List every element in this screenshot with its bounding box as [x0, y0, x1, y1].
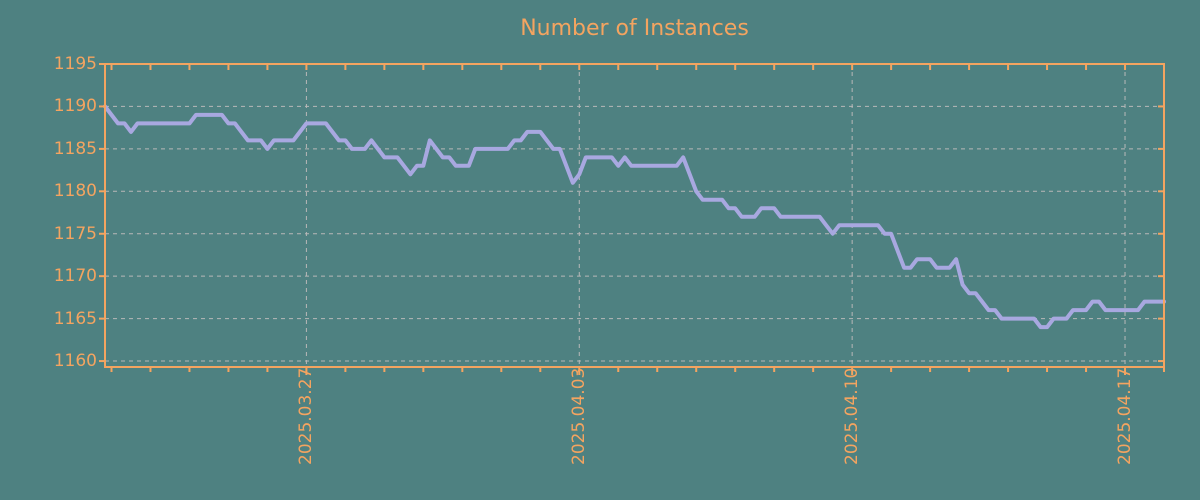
y-tick-label: 1175: [53, 223, 97, 244]
y-tick-label: 1185: [53, 138, 97, 159]
y-tick-label: 1165: [53, 308, 97, 329]
x-tick-label: 2025.04.10: [842, 367, 863, 465]
data-line: [103, 104, 1166, 330]
y-tick-label: 1195: [53, 54, 97, 74]
x-tick-label: 2025.04.03: [569, 367, 590, 465]
y-tick-label: 1190: [53, 96, 97, 117]
y-tick-label: 1160: [53, 351, 97, 372]
y-tick-label: 1180: [53, 181, 97, 202]
x-tick-label: 2025.04.17: [1115, 367, 1136, 465]
chart-title: Number of Instances: [520, 16, 749, 41]
plot-border: [104, 63, 1165, 368]
y-tick-label: 1170: [53, 266, 97, 287]
x-tick-label: 2025.03.27: [296, 367, 317, 465]
